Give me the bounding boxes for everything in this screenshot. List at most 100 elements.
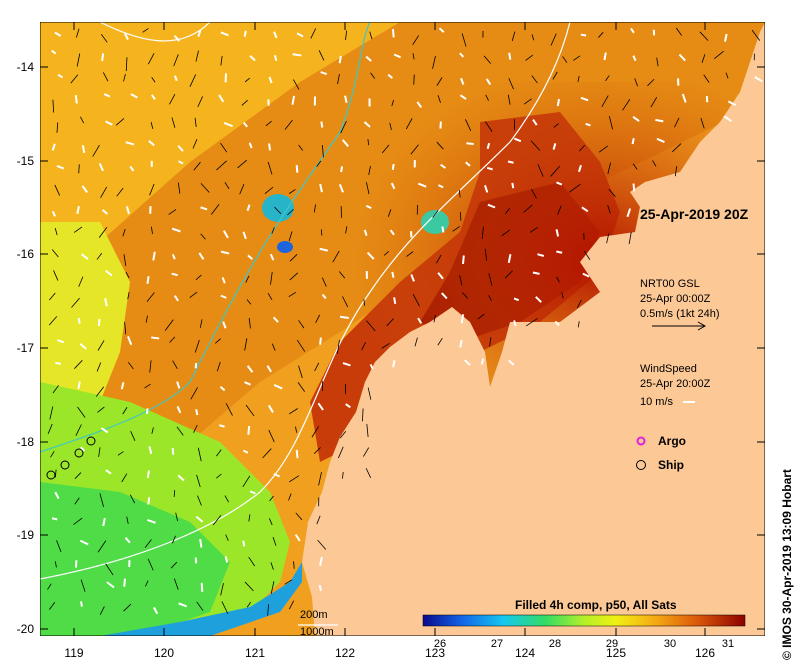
current-arrow — [189, 291, 198, 298]
current-arrow — [274, 206, 282, 215]
current-arrow — [171, 535, 176, 544]
current-arrow — [47, 423, 53, 434]
current-arrow — [269, 518, 273, 526]
cloud-patch — [277, 241, 293, 253]
current-arrow — [674, 166, 678, 177]
current-arrow — [413, 74, 415, 85]
current-arrow — [76, 53, 81, 67]
current-arrow — [391, 99, 395, 107]
wind-arrow — [344, 95, 348, 103]
wind-arrow — [200, 582, 204, 592]
wind-arrow — [655, 118, 664, 123]
wind-arrow — [249, 490, 256, 495]
wind-arrow — [369, 364, 374, 370]
wind-arrow — [484, 185, 489, 193]
wind-arrow — [220, 250, 230, 255]
wind-arrow — [80, 253, 89, 260]
wind-arrow — [102, 517, 106, 527]
wind-arrow — [105, 120, 113, 126]
wind-arrow — [727, 100, 737, 107]
current-arrow — [370, 72, 376, 79]
current-arrow — [368, 166, 371, 175]
current-arrow — [315, 314, 320, 324]
wind-arrow — [440, 163, 446, 169]
ship-legend-label: Ship — [658, 458, 684, 472]
sst-map — [40, 22, 765, 636]
wind-arrow — [97, 318, 101, 327]
current-arrow — [436, 77, 443, 86]
current-arrow — [200, 233, 206, 240]
current-arrow — [288, 292, 297, 298]
current-arrow — [172, 360, 178, 370]
current-arrow — [199, 319, 203, 328]
current-arrow — [100, 34, 108, 43]
current-arrow — [339, 271, 346, 279]
current-arrow — [369, 31, 373, 40]
wind-time: 25-Apr 20:00Z — [640, 378, 711, 390]
current-arrow — [550, 33, 557, 46]
wind-arrow — [486, 142, 491, 150]
blue-coast — [100, 562, 302, 636]
current-arrow — [284, 579, 293, 585]
wind-arrow — [295, 164, 299, 173]
wind-arrow — [532, 119, 538, 126]
argo-legend-label: Argo — [658, 434, 686, 448]
wind-arrow — [125, 141, 135, 146]
wind-arrow — [345, 403, 351, 409]
current-arrow — [293, 79, 300, 90]
current-arrow — [267, 161, 273, 175]
current-arrow — [144, 383, 151, 389]
current-arrow — [577, 75, 580, 83]
current-arrow — [485, 121, 493, 133]
wind-arrow — [146, 470, 150, 479]
current-arrow — [318, 471, 322, 486]
wind-arrow — [273, 31, 278, 39]
wind-arrow — [77, 317, 81, 324]
current-arrow — [164, 319, 174, 331]
current-arrow — [224, 495, 229, 503]
current-arrow — [484, 248, 487, 261]
wind-arrow — [130, 93, 138, 99]
wind-arrow — [363, 121, 371, 128]
wind-arrow — [486, 166, 493, 171]
wind-arrow — [173, 295, 179, 302]
wind-arrow — [513, 297, 520, 302]
axis-ticks — [40, 22, 765, 636]
wind-arrow — [74, 94, 78, 104]
current-arrow — [245, 275, 250, 283]
current-arrow — [647, 78, 655, 87]
wind-arrow — [199, 538, 203, 548]
current-arrow — [70, 74, 79, 84]
wind-arrow — [460, 314, 465, 324]
current-arrow — [537, 164, 544, 177]
current-arrow — [78, 276, 84, 287]
current-arrow — [216, 361, 221, 372]
current-arrow — [99, 493, 104, 507]
wind-arrow — [393, 297, 397, 304]
vector-arrows — [47, 27, 763, 616]
wind-title: WindSpeed — [640, 363, 697, 375]
wind-arrow — [103, 93, 111, 98]
current-arrow — [310, 28, 317, 39]
current-arrow — [412, 53, 415, 60]
current-arrow — [531, 34, 535, 41]
wind-arrow — [273, 55, 278, 62]
current-arrow — [99, 606, 105, 615]
wind-arrow — [632, 55, 637, 62]
current-arrow — [293, 561, 295, 569]
current-arrow — [608, 116, 614, 130]
current-arrow — [337, 73, 340, 85]
wind-arrow — [223, 122, 233, 128]
current-arrow — [220, 55, 223, 66]
current-arrow — [272, 536, 277, 546]
current-arrow — [530, 140, 541, 151]
current-arrow — [507, 94, 511, 105]
current-arrow — [345, 226, 348, 234]
wind-arrow — [195, 515, 204, 523]
current-arrow — [262, 448, 272, 459]
wind-arrow — [365, 55, 372, 62]
wind-arrow — [148, 140, 155, 147]
wind-arrow — [81, 145, 86, 154]
current-arrow — [342, 471, 344, 479]
current-arrow — [75, 424, 82, 436]
